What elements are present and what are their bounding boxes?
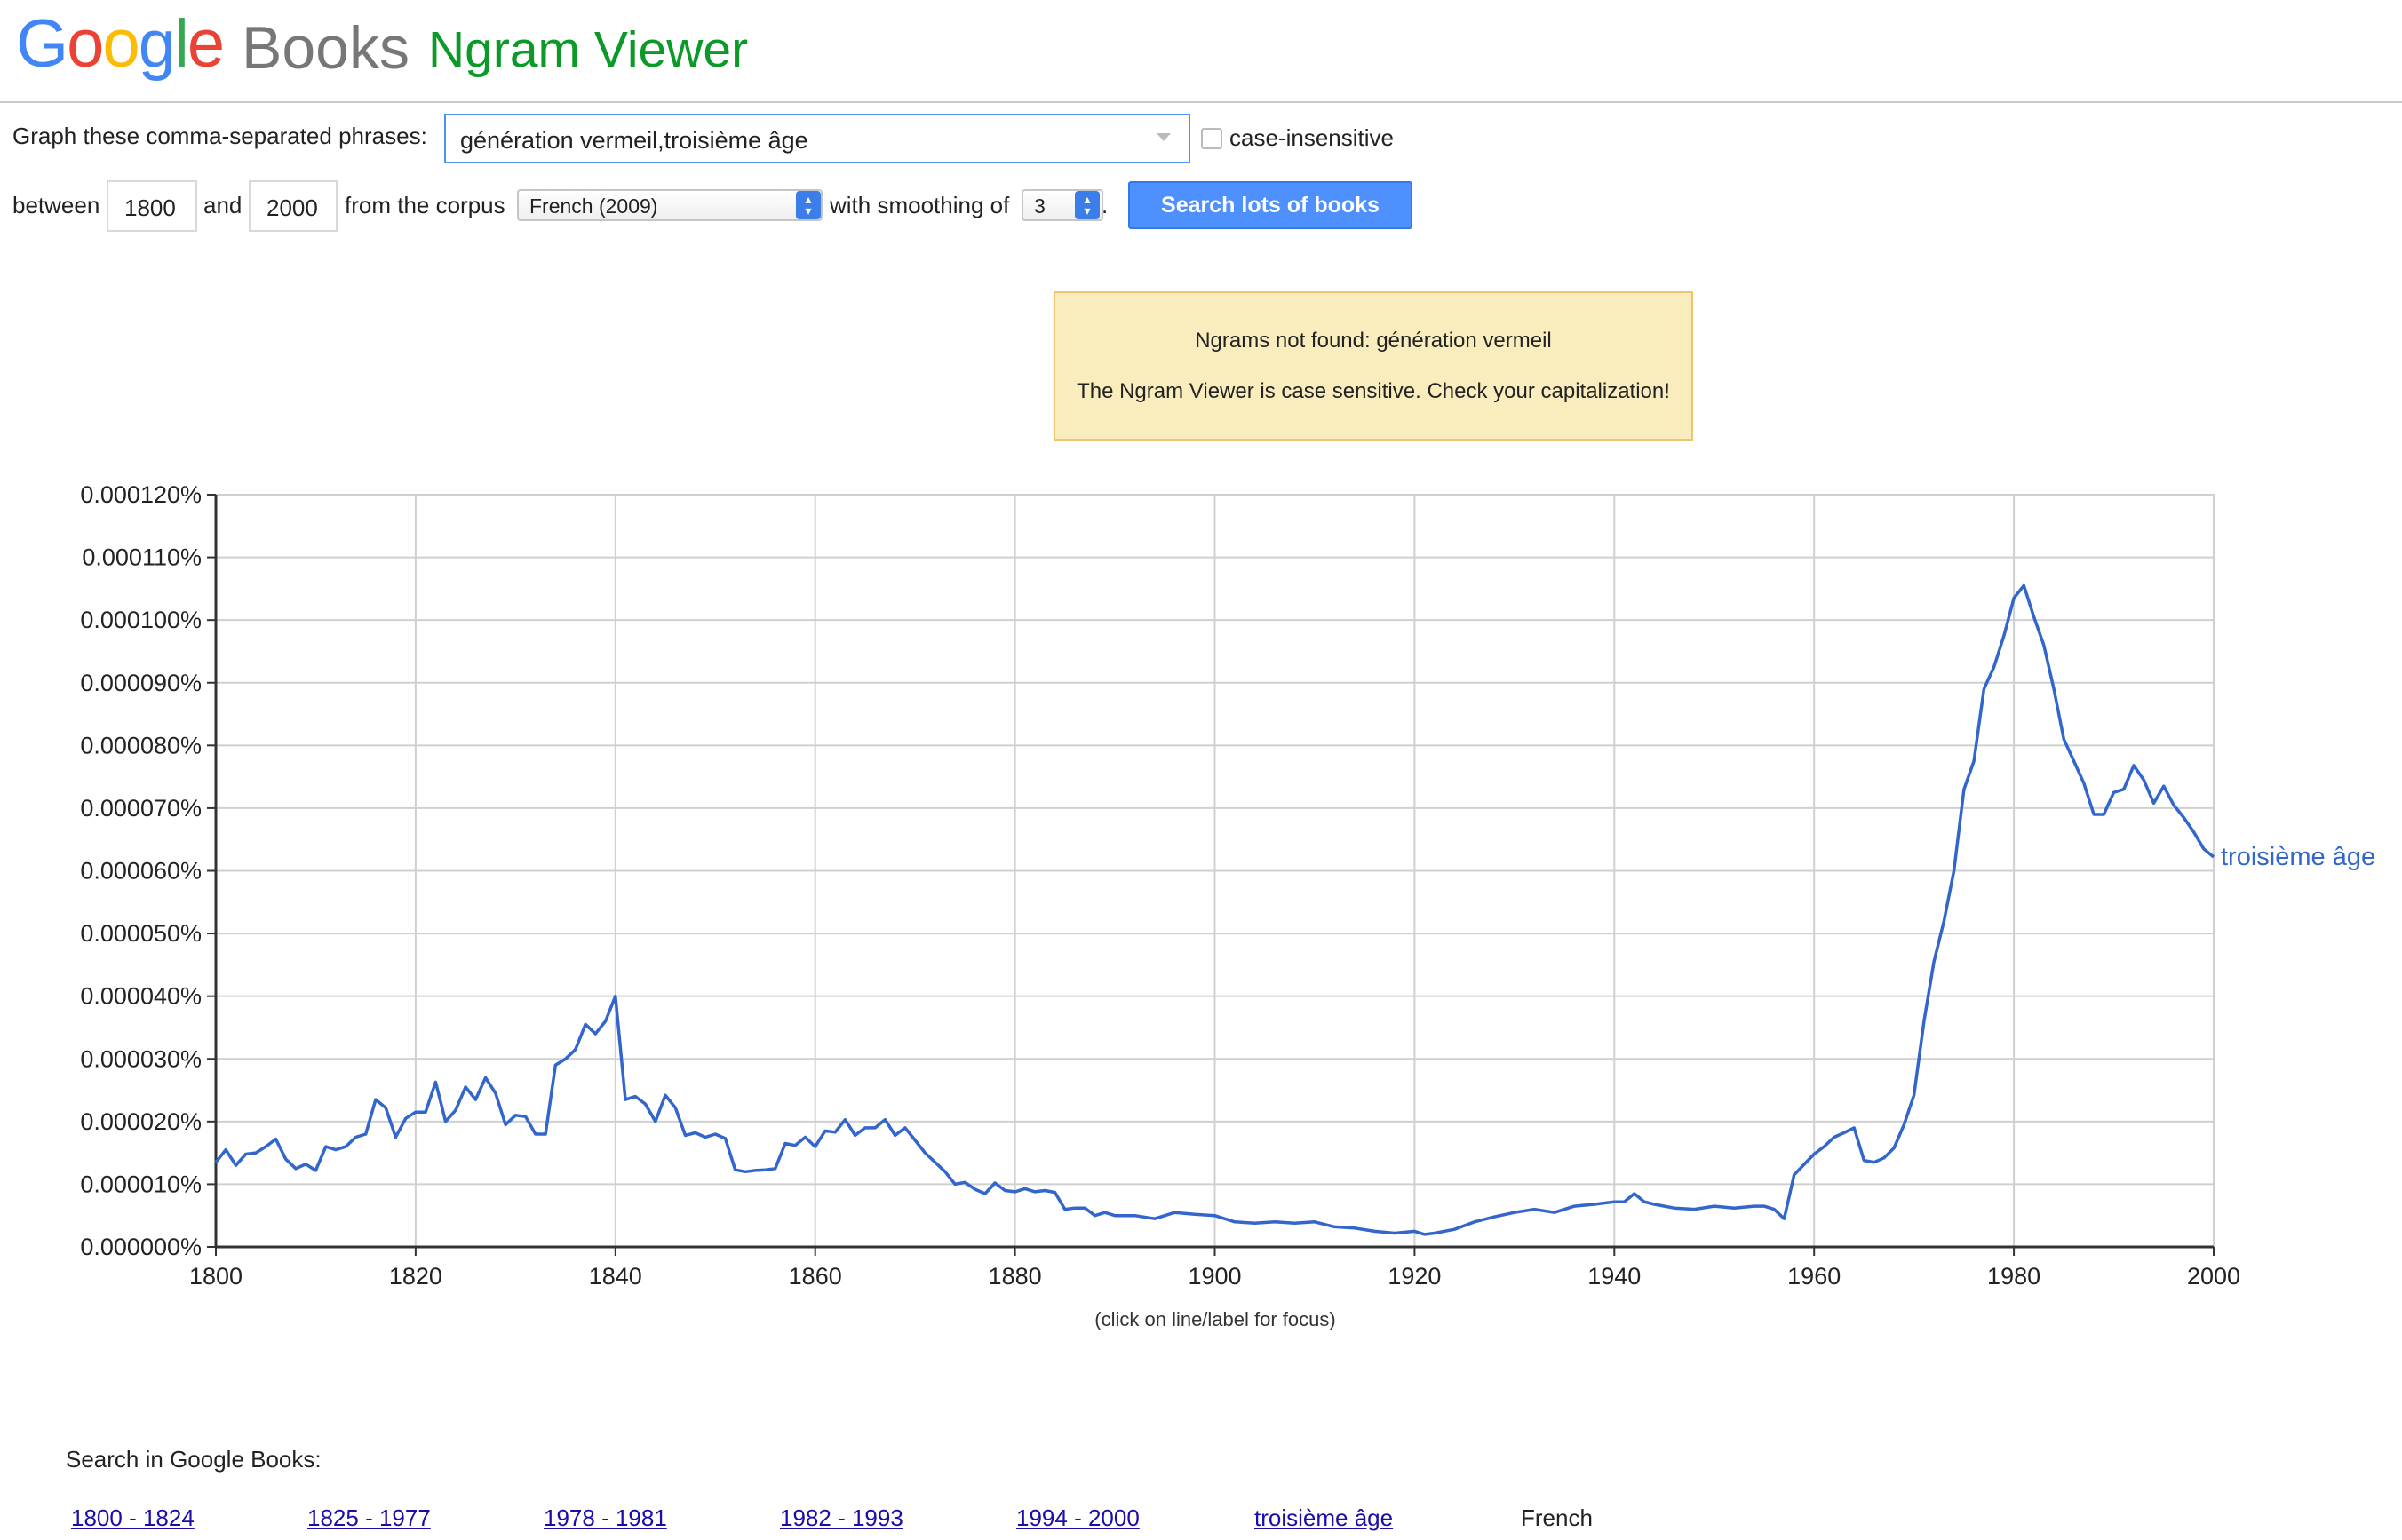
y-tick-label: 0.000090% (80, 670, 202, 696)
phrases-dropdown-icon[interactable] (1157, 133, 1171, 141)
case-insensitive-label: case-insensitive (1229, 124, 1394, 151)
footer-corpus-label: French (1521, 1504, 1593, 1531)
google-logo-letter: l (173, 6, 189, 82)
google-logo-letter: o (67, 6, 104, 82)
x-tick-label: 1980 (1987, 1263, 2040, 1290)
smoothing-select-arrows-icon[interactable]: ▴ ▾ (1075, 191, 1100, 219)
google-logo-letter: G (16, 6, 68, 82)
ngrams-not-found-notice: Ngrams not found: génération vermeil The… (1054, 291, 1693, 441)
books-link-1978-1981[interactable]: 1978 - 1981 (544, 1504, 667, 1531)
books-link-1994-2000[interactable]: 1994 - 2000 (1016, 1504, 1140, 1531)
search-in-books-title: Search in Google Books: (66, 1446, 322, 1473)
ngram-chart[interactable]: 1800 1820 1840 1860 1880 1900 1920 1940 1960 1980… (0, 462, 2402, 1350)
and-label: and (203, 192, 243, 218)
between-label: between (12, 192, 100, 218)
x-tick-label: 1920 (1388, 1263, 1441, 1290)
google-logo-letter: o (102, 6, 139, 82)
books-link-1825-1977[interactable]: 1825 - 1977 (307, 1504, 431, 1531)
corpus-select-value: French (2009) (529, 194, 658, 218)
header-divider (0, 101, 2402, 103)
case-insensitive-checkbox[interactable] (1201, 128, 1222, 149)
y-tick-label: 0.000110% (82, 544, 202, 571)
phrases-label: Graph these comma-separated phrases: (12, 123, 427, 149)
y-tick-label: 0.000120% (80, 481, 202, 508)
period-text: . (1102, 192, 1109, 218)
chart-caption: (click on line/label for focus) (1094, 1308, 1335, 1330)
google-logo[interactable]: Google (16, 11, 225, 78)
series-line-troisieme-age[interactable] (214, 583, 2215, 1236)
notice-line-2: The Ngram Viewer is case sensitive. Chec… (1077, 379, 1670, 403)
y-tick-label: 0.000100% (80, 607, 202, 633)
series-label-troisieme-age[interactable]: troisième âge (2221, 843, 2375, 871)
x-tick-label: 1900 (1188, 1263, 1241, 1290)
books-logo-text: Books (242, 14, 410, 82)
books-link-1800-1824[interactable]: 1800 - 1824 (71, 1504, 195, 1531)
books-link-phrase[interactable]: troisième âge (1254, 1504, 1394, 1531)
x-tick-label: 1940 (1587, 1263, 1641, 1290)
start-year-input[interactable]: 1800 (107, 180, 197, 232)
y-tick-label: 0.000050% (80, 920, 202, 947)
x-tick-label: 1880 (989, 1263, 1042, 1290)
corpus-select[interactable]: French (2009) (517, 189, 823, 221)
phrases-input[interactable]: génération vermeil,troisième âge (444, 114, 1190, 163)
y-tick-label: 0.000010% (80, 1171, 202, 1197)
y-tick-label: 0.000080% (80, 732, 202, 758)
y-tick-label: 0.000030% (80, 1045, 202, 1072)
y-tick-label: 0.000000% (80, 1234, 202, 1260)
end-year-input[interactable]: 2000 (249, 180, 338, 232)
x-tick-label: 1840 (589, 1263, 642, 1290)
search-button[interactable]: Search lots of books (1128, 181, 1412, 229)
x-tick-label: 1960 (1787, 1263, 1841, 1290)
y-tick-label: 0.000020% (80, 1108, 202, 1135)
app-title: Ngram Viewer (428, 21, 749, 78)
corpus-select-arrows-icon[interactable]: ▴ ▾ (796, 191, 821, 219)
x-tick-label: 1820 (389, 1263, 442, 1290)
notice-line-1: Ngrams not found: génération vermeil (1195, 329, 1552, 353)
smoothing-select-value: 3 (1034, 194, 1046, 218)
x-tick-label: 1860 (789, 1263, 842, 1290)
y-tick-label: 0.000040% (80, 983, 202, 1010)
y-tick-label: 0.000060% (80, 858, 202, 885)
books-link-1982-1993[interactable]: 1982 - 1993 (780, 1504, 903, 1531)
google-logo-letter: g (138, 6, 176, 82)
smoothing-label: with smoothing of (830, 192, 1010, 218)
y-tick-label: 0.000070% (80, 795, 202, 822)
corpus-label: from the corpus (345, 192, 505, 218)
x-tick-label: 2000 (2187, 1263, 2240, 1290)
google-logo-letter: e (187, 6, 225, 82)
x-tick-label: 1800 (189, 1263, 243, 1290)
